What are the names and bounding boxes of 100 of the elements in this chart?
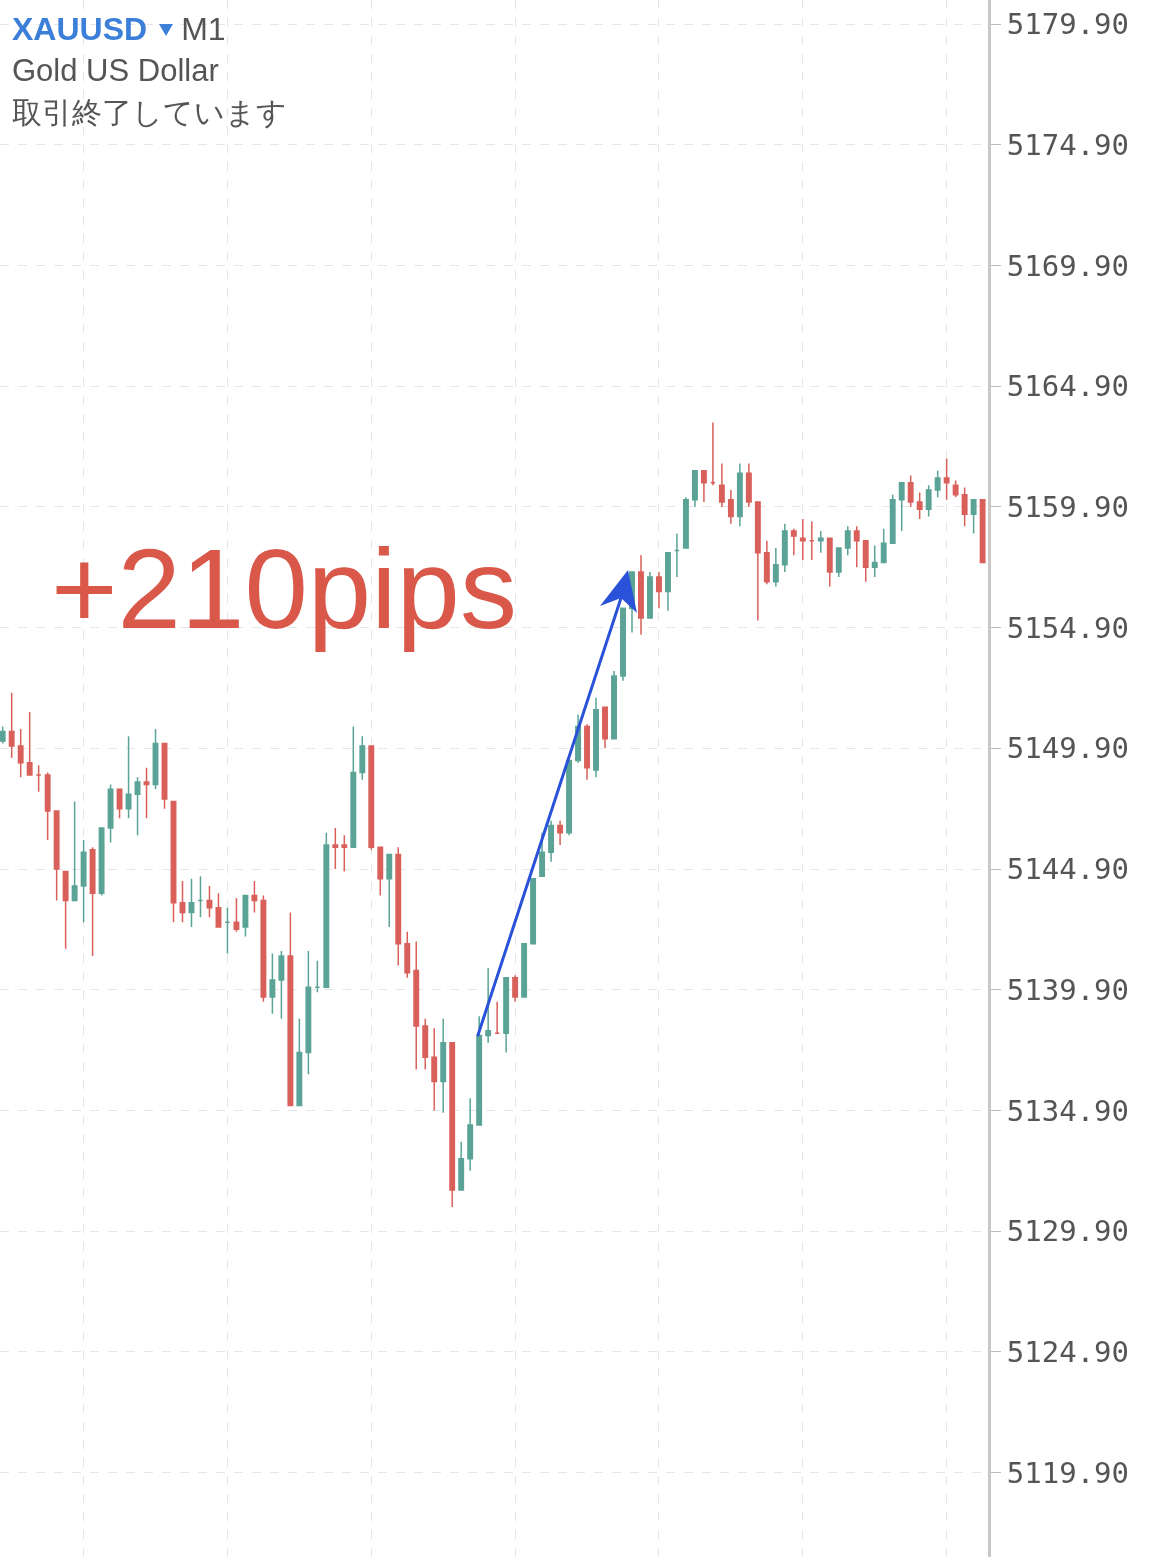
candlestick — [395, 846, 402, 967]
candlestick — [736, 462, 743, 527]
candlestick — [179, 880, 186, 923]
candlestick — [584, 723, 590, 781]
candlestick — [62, 870, 69, 950]
candlestick — [593, 696, 599, 779]
candlestick — [287, 911, 294, 1107]
candlestick — [566, 759, 573, 836]
candlestick — [539, 832, 546, 878]
candlestick — [44, 771, 51, 841]
candlestick — [422, 1017, 429, 1071]
candlestick — [269, 952, 276, 1015]
annotation: 取引終了しています — [12, 94, 287, 132]
candlestick — [647, 571, 653, 619]
candlestick — [772, 547, 779, 588]
candlestick — [961, 486, 968, 527]
candlestick — [413, 940, 420, 1071]
candlestick — [925, 484, 932, 518]
candlestick — [467, 1097, 474, 1172]
y-tick-label: 5164.90 — [1006, 369, 1130, 404]
candlestick — [251, 880, 258, 914]
y-tick-label: 5149.90 — [1006, 731, 1130, 766]
candlestick — [341, 834, 348, 873]
candlestick — [197, 875, 204, 919]
candlestick — [656, 571, 662, 610]
candlestick — [80, 839, 87, 923]
y-tick-label: 5174.90 — [1006, 127, 1130, 162]
candlestick — [503, 976, 510, 1054]
candlestick — [107, 783, 114, 844]
candlestick — [323, 832, 330, 989]
candlestick — [835, 547, 842, 578]
candlestick — [377, 846, 384, 897]
candlestick — [700, 469, 707, 503]
candlestick — [458, 1141, 465, 1191]
y-tick-label: 5144.90 — [1006, 852, 1130, 887]
candlestick — [278, 950, 285, 1020]
candlestick — [763, 539, 770, 585]
candlestick — [826, 537, 833, 588]
candlestick — [673, 532, 680, 578]
candlestick — [620, 607, 626, 682]
y-tick-label: 5159.90 — [1006, 490, 1130, 525]
candlestick — [143, 766, 150, 820]
candlestick — [970, 498, 977, 535]
y-tick-label: 5129.90 — [1006, 1214, 1130, 1249]
candlestick — [979, 498, 986, 564]
candlestick — [781, 523, 788, 573]
candlestick — [799, 518, 806, 561]
annotation: M1 — [181, 11, 226, 47]
candlestick — [260, 894, 267, 1003]
candlestick — [943, 457, 950, 501]
candlestick — [98, 827, 105, 897]
candlestick — [817, 530, 824, 554]
candlestick — [691, 469, 698, 508]
y-tick-label: 5124.90 — [1006, 1334, 1130, 1369]
candlestick — [754, 501, 761, 622]
candlestick — [359, 735, 366, 781]
y-tick-label: 5119.90 — [1006, 1455, 1130, 1490]
candlestick — [53, 810, 60, 902]
text: Gold US Dollar — [12, 52, 220, 90]
candlestick — [745, 462, 752, 508]
candlestick — [709, 421, 716, 486]
candlestick — [116, 788, 123, 820]
candlestick — [862, 539, 869, 583]
candlestick — [224, 906, 231, 955]
candlestick — [71, 800, 78, 902]
candlestick — [368, 745, 375, 851]
candlestick — [386, 853, 393, 928]
candlestick — [727, 489, 734, 525]
candlestick — [89, 846, 96, 957]
y-tick-label: 5134.90 — [1006, 1093, 1130, 1128]
candlestick — [350, 725, 357, 849]
candlestick — [17, 728, 24, 779]
annotation: +210pips — [51, 525, 517, 652]
candlestick — [512, 974, 519, 1003]
candlestick — [0, 725, 6, 745]
candlestick — [476, 1015, 483, 1126]
candlestick — [548, 819, 555, 863]
candlestick — [557, 819, 564, 846]
candlestick — [808, 520, 815, 561]
candlestick — [916, 491, 923, 520]
candlestick — [305, 950, 312, 1075]
candlestick — [314, 960, 321, 993]
candlestick — [35, 764, 42, 793]
candlestick — [485, 967, 492, 1044]
candlestick — [125, 735, 132, 820]
candlestick — [682, 496, 689, 549]
candlestick — [665, 552, 671, 612]
candlestick — [494, 1001, 501, 1034]
candlestick — [952, 479, 959, 499]
candlestick — [296, 1017, 303, 1107]
candlestick — [871, 544, 878, 578]
candlestick — [431, 1027, 438, 1112]
candlestick — [898, 482, 905, 532]
candlestick — [404, 931, 411, 979]
candlestick — [907, 474, 914, 508]
y-tick-label: 5154.90 — [1006, 610, 1130, 645]
candlestick — [188, 877, 195, 928]
y-tick-label: 5169.90 — [1006, 248, 1130, 283]
candlestick — [853, 525, 860, 569]
y-tick-label: 5139.90 — [1006, 972, 1130, 1007]
